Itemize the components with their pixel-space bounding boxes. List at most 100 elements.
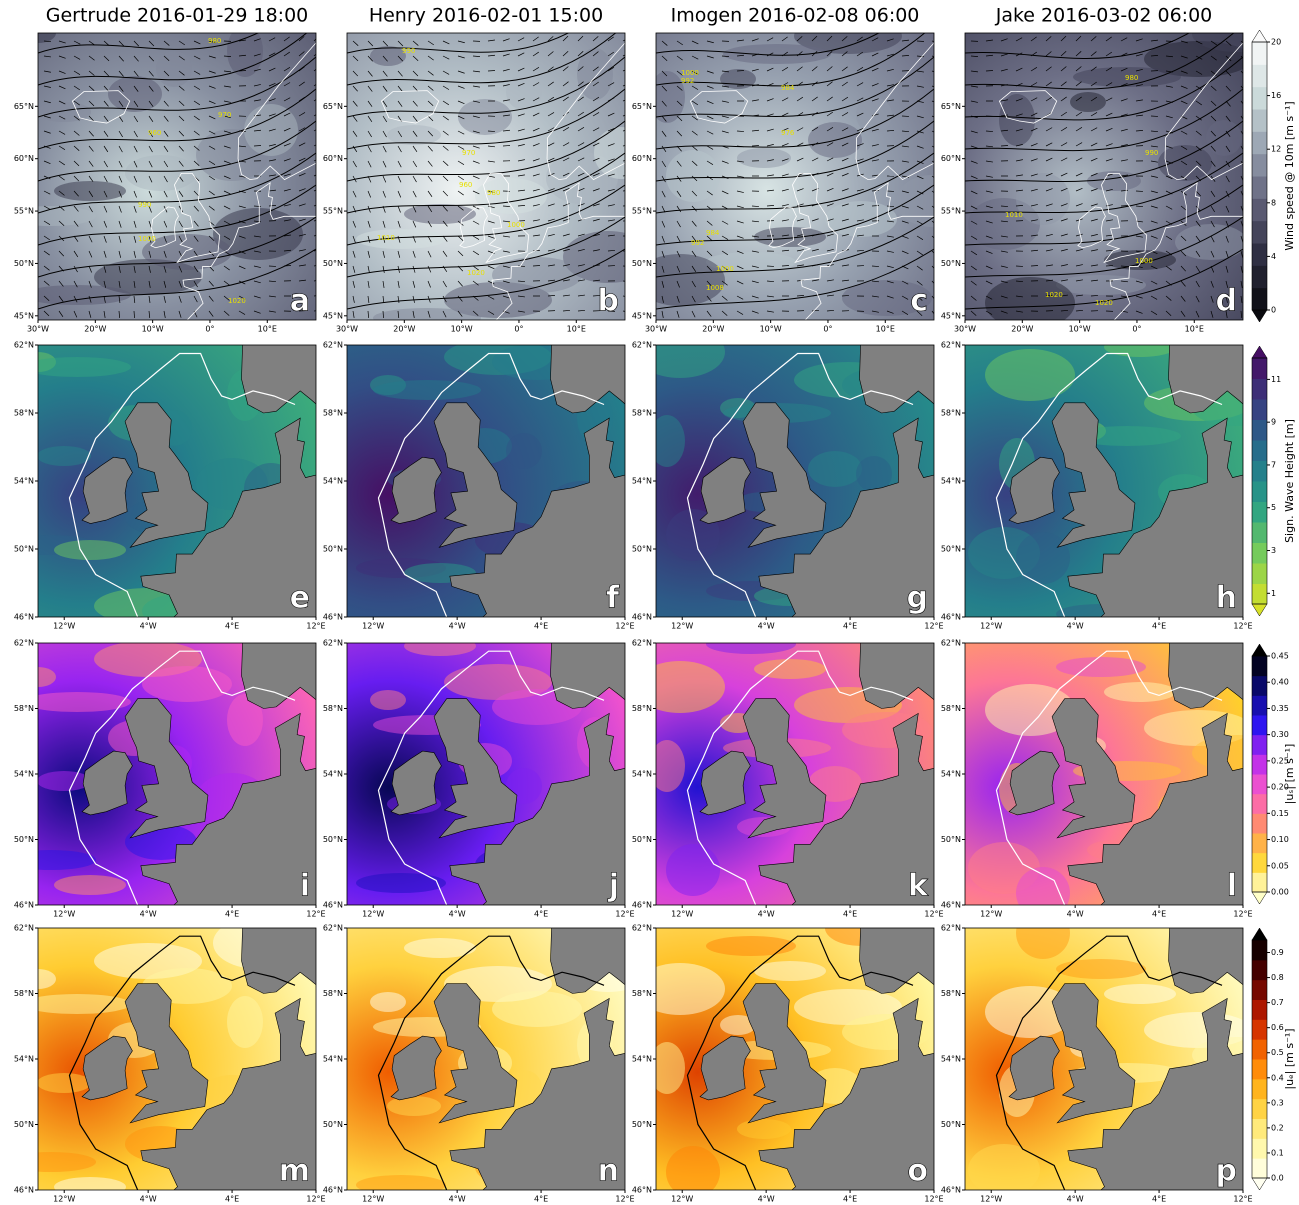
wind-arrow (1165, 70, 1173, 73)
wind-arrow (283, 188, 291, 192)
panel-letter: b (598, 284, 619, 319)
wind-arrow (133, 85, 139, 92)
wind-arrow (781, 158, 789, 162)
field-patch (666, 844, 720, 896)
wind-arrow (562, 142, 570, 147)
wind-arrow (118, 205, 122, 213)
wind-arrow (457, 175, 465, 181)
wind-arrow (811, 248, 819, 252)
wind-arrow (313, 295, 316, 297)
wind-arrow (1195, 265, 1201, 273)
shelf-edge (995, 935, 1223, 1190)
wind-arrow (706, 310, 712, 317)
wind-arrow (103, 115, 109, 122)
wind-arrow (1105, 219, 1113, 222)
wind-arrow (577, 127, 585, 132)
wind-arrow (607, 158, 615, 162)
wind-arrow (826, 187, 834, 192)
colorbar-swatch (1252, 959, 1267, 981)
land (1168, 345, 1243, 414)
wind-arrow (133, 235, 137, 243)
wind-arrow (970, 100, 978, 103)
wind-arrow (577, 96, 584, 102)
wind-arrow (901, 265, 909, 270)
wind-arrow (1225, 175, 1230, 183)
wind-arrow (691, 250, 697, 257)
wind-arrow (73, 175, 80, 182)
shelf-edge (995, 352, 1223, 617)
wind-arrow (1195, 280, 1200, 288)
contour-label: 1020 (467, 269, 485, 277)
isobar (347, 56, 625, 118)
wind-arrow (103, 85, 109, 92)
wind-arrow (367, 190, 372, 198)
field-patch (38, 33, 56, 43)
wind-arrow (148, 280, 151, 288)
wind-arrow (208, 175, 216, 181)
wind-arrow (736, 145, 744, 148)
wind-arrow (118, 55, 124, 62)
wind-arrow (457, 250, 464, 257)
colorbar-swatch (1252, 64, 1267, 88)
wind-arrow (592, 112, 600, 117)
wind-arrow (88, 205, 93, 213)
wind-arrow (1225, 115, 1231, 122)
colorbar-extend (1251, 29, 1268, 43)
wind-arrow (871, 189, 879, 192)
wind-arrow (88, 235, 93, 243)
wind-arrow (691, 70, 699, 75)
wind-arrow (1090, 142, 1098, 147)
wind-arrow (931, 295, 934, 300)
wind-arrow (517, 67, 525, 72)
wind-arrow (58, 40, 66, 44)
wind-arrow (562, 279, 570, 282)
wind-arrow (427, 55, 434, 61)
shelf-edge (686, 352, 914, 617)
wind-arrow (592, 188, 600, 192)
wind-arrow (1150, 310, 1158, 315)
wind-arrow (1240, 265, 1243, 273)
wind-arrow (223, 85, 231, 88)
wind-arrow (676, 130, 683, 137)
wind-arrow (811, 66, 818, 72)
wind-arrow (397, 205, 401, 213)
wind-arrow (298, 173, 306, 177)
contour-label: 970 (462, 149, 475, 157)
wind-arrow (751, 99, 759, 102)
wind-arrow (253, 235, 261, 238)
wind-arrow (532, 188, 540, 192)
colorbar-swatch (1252, 109, 1267, 132)
wind-arrow (1060, 218, 1068, 222)
wind-arrow (118, 220, 122, 228)
wind-arrow (352, 85, 358, 92)
wind-arrow (985, 265, 993, 270)
wind-arrow (796, 203, 804, 207)
wind-arrow (1225, 145, 1231, 153)
wind-arrow (661, 175, 666, 183)
wind-arrow (577, 294, 585, 297)
wind-arrow (58, 175, 65, 181)
wind-arrow (706, 280, 712, 287)
colorbar-frame (1251, 655, 1268, 893)
wind-arrow (706, 175, 714, 181)
colorbar-tick-label: 3 (1271, 546, 1276, 555)
field-patch (656, 1042, 685, 1094)
wind-arrow (622, 115, 625, 117)
wind-arrow (103, 40, 110, 46)
field-patch (754, 227, 826, 247)
isobar (965, 152, 1243, 214)
colorbar-swatch (1252, 265, 1267, 289)
wind-arrow (268, 113, 276, 117)
wind-arrow (1165, 295, 1172, 301)
contour-label: 990 (402, 47, 415, 55)
wind-arrow (781, 127, 789, 132)
wind-arrow (103, 160, 108, 168)
wind-arrow (970, 55, 979, 57)
field-patch (1192, 33, 1243, 52)
wind-arrow (397, 145, 402, 153)
coastline (998, 90, 1058, 124)
wind-arrow (1120, 265, 1129, 267)
wind-arrow (1165, 115, 1173, 119)
wind-arrow (676, 310, 680, 318)
